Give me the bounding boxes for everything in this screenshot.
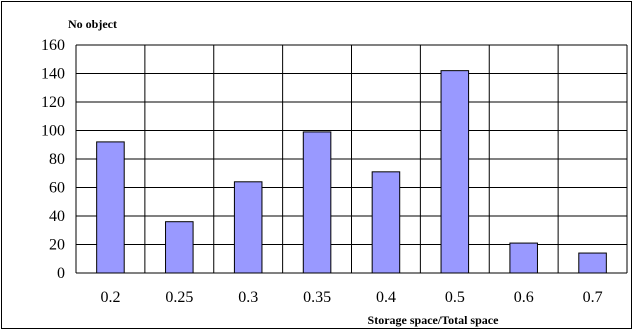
x-tick-labels: 0.2 0.25 0.3 0.35 0.4 0.5 0.6 0.7	[100, 289, 602, 306]
x-tick-label: 0.4	[376, 289, 396, 306]
bar-0.3	[233, 181, 263, 274]
bar-0.7	[578, 252, 607, 274]
y-tick-label: 80	[49, 151, 65, 168]
y-tick-label: 60	[49, 180, 65, 197]
y-tick-label: 140	[41, 66, 65, 83]
x-tick-label: 0.3	[238, 289, 258, 306]
gridlines	[75, 44, 628, 274]
y-tick-label: 0	[57, 265, 65, 282]
y-tick-label: 20	[49, 237, 65, 254]
y-tick-label: 100	[41, 123, 65, 140]
x-tick-label: 0.5	[445, 289, 465, 306]
bars	[96, 70, 607, 274]
y-tick-label: 120	[41, 94, 65, 111]
y-tick-label: 40	[49, 208, 65, 225]
y-axis-label: No object	[68, 17, 117, 31]
y-tick-labels: 0 20 40 60 80 100 120 140 160	[41, 37, 65, 282]
bar-0.35	[302, 131, 332, 274]
bar-0.6	[509, 242, 538, 274]
x-tick-label: 0.35	[303, 289, 331, 306]
x-axis-label: Storage space/Total space	[368, 313, 500, 327]
x-tick-label: 0.2	[100, 289, 120, 306]
bar-0.5	[440, 70, 470, 274]
y-tick-label: 160	[41, 37, 65, 54]
bar-0.25	[165, 221, 194, 274]
bar-0.2	[96, 141, 125, 274]
x-tick-label: 0.6	[514, 289, 534, 306]
x-tick-label: 0.7	[583, 289, 603, 306]
bar-0.4	[371, 171, 401, 274]
x-tick-label: 0.25	[165, 289, 193, 306]
